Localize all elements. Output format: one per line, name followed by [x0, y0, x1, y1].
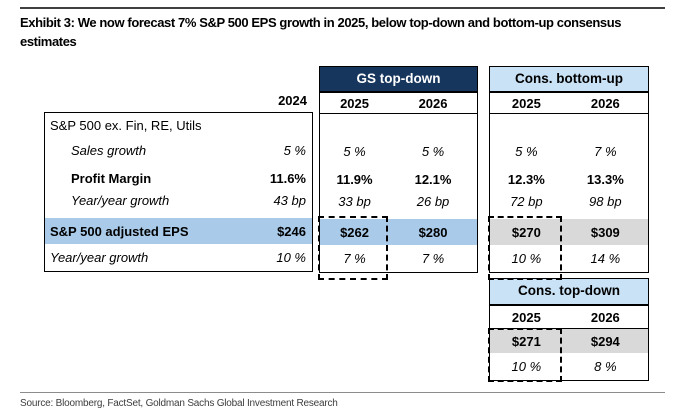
ctd-year-2025: 2025 — [511, 309, 541, 325]
cell-eps-growth-gs-2026: 7 % — [421, 250, 445, 266]
cell-margin-growth-cbu-2025: 72 bp — [510, 193, 543, 209]
cell-growth-ctd-2026: 8 % — [594, 358, 617, 374]
gs-years-row: 2025 2026 — [320, 93, 477, 114]
column-header-2024: 2024 — [278, 93, 307, 108]
cell-profit-margin-gs-2026: 12.1% — [414, 171, 452, 187]
exhibit-title: Exhibit 3: We now forecast 7% S&P 500 EP… — [20, 15, 622, 49]
row-label-eps-growth: Year/year growth — [50, 249, 149, 265]
cell-margin-growth-gs-2026: 26 bp — [416, 193, 450, 209]
cell-adjusted-eps-gs-2025: $262 — [340, 224, 369, 240]
cell-sales-growth-cbu-2025: 5 % — [515, 144, 538, 159]
cell-eps-growth-cbu-2025: 10 % — [511, 250, 542, 266]
gs-row-profit-margin: 11.9% 12.1% — [320, 168, 477, 190]
group-header-gs-top-down: GS top-down — [319, 66, 478, 92]
row-eps-growth: Year/year growth 10 % — [45, 244, 312, 270]
ctd-row-eps: $271 $294 — [490, 329, 648, 353]
row-margin-growth: Year/year growth 43 bp — [45, 189, 312, 211]
source-note: Source: Bloomberg, FactSet, Goldman Sach… — [20, 398, 338, 409]
cell-growth-ctd-2025: 10 % — [511, 358, 542, 374]
cell-adjusted-eps-cbu-2025: $270 — [511, 224, 541, 240]
cell-eps-ctd-2025: $271 — [511, 333, 541, 349]
group-header-cons-bottom-up: Cons. bottom-up — [489, 66, 649, 92]
cell-eps-ctd-2026: $294 — [590, 333, 620, 349]
cbu-row-sales-growth: 5 % 7 % — [490, 139, 648, 164]
bottom-divider-rule — [20, 392, 665, 393]
cbu-row-margin-growth: 72 bp 98 bp — [490, 190, 648, 212]
cbu-row-adjusted-eps: $270 $309 — [490, 219, 648, 245]
cbu-year-2026: 2026 — [590, 95, 620, 111]
cbu-years-row: 2025 2026 — [490, 93, 648, 114]
spacer — [490, 212, 648, 219]
gs-row-margin-growth: 33 bp 26 bp — [320, 190, 477, 212]
cell-profit-margin-cbu-2026: 13.3% — [586, 171, 624, 187]
row-label-profit-margin: Profit Margin — [71, 170, 152, 186]
ctd-year-2026: 2026 — [590, 309, 620, 325]
row-label-margin-growth: Year/year growth — [71, 192, 170, 208]
cell-margin-growth-2024: 43 bp — [273, 192, 306, 208]
row-adjusted-eps: S&P 500 adjusted EPS $246 — [45, 218, 312, 244]
row-profit-margin: Profit Margin 11.6% — [45, 167, 312, 189]
cell-adjusted-eps-gs-2026: $280 — [418, 224, 448, 240]
gs-row-adjusted-eps: $262 $280 — [320, 219, 477, 245]
gs-empty-row — [320, 114, 477, 139]
cell-profit-margin-2024: 11.6% — [269, 170, 306, 186]
cell-sales-growth-2024: 5 % — [283, 143, 306, 158]
gs-top-down-table: 2025 2026 5 % 5 % 11.9% 12.1% 33 bp 26 b… — [319, 92, 478, 273]
cons-bottom-up-table: 2025 2026 5 % 7 % 12.3% 13.3% 72 bp 98 b… — [489, 92, 649, 273]
cbu-empty-row — [490, 114, 648, 139]
row-label-sales-growth: Sales growth — [71, 143, 147, 158]
section-label: S&P 500 ex. Fin, RE, Utils — [50, 118, 202, 133]
cell-adjusted-eps-cbu-2026: $309 — [590, 224, 620, 240]
top-divider-rule — [20, 7, 665, 9]
cell-sales-growth-cbu-2026: 7 % — [594, 144, 617, 159]
cell-sales-growth-gs-2026: 5 % — [421, 144, 445, 159]
row-label-adjusted-eps: S&P 500 adjusted EPS — [50, 223, 189, 239]
cbu-row-profit-margin: 12.3% 13.3% — [490, 168, 648, 190]
cell-profit-margin-gs-2025: 11.9% — [336, 171, 373, 187]
gs-year-2025: 2025 — [340, 95, 369, 111]
spacer — [45, 211, 312, 218]
cell-margin-growth-gs-2025: 33 bp — [338, 193, 371, 209]
cell-eps-growth-2024: 10 % — [276, 249, 306, 265]
row-sales-growth: Sales growth 5 % — [45, 138, 312, 163]
cell-adjusted-eps-2024: $246 — [277, 223, 306, 239]
base-table: S&P 500 ex. Fin, RE, Utils Sales growth … — [44, 112, 313, 272]
ctd-years-row: 2025 2026 — [490, 306, 648, 329]
cell-eps-growth-cbu-2026: 14 % — [590, 250, 621, 266]
cell-sales-growth-gs-2025: 5 % — [343, 144, 366, 159]
ctd-row-growth: 10 % 8 % — [490, 353, 648, 379]
cons-top-down-table: 2025 2026 $271 $294 10 % 8 % — [489, 305, 649, 381]
cbu-year-2025: 2025 — [511, 95, 541, 111]
spacer — [320, 212, 477, 219]
gs-year-2026: 2026 — [418, 95, 448, 111]
cbu-row-eps-growth: 10 % 14 % — [490, 245, 648, 271]
group-header-cons-top-down: Cons. top-down — [489, 278, 649, 305]
gs-row-sales-growth: 5 % 5 % — [320, 139, 477, 164]
cell-eps-growth-gs-2025: 7 % — [343, 250, 366, 266]
gs-row-eps-growth: 7 % 7 % — [320, 245, 477, 271]
section-row: S&P 500 ex. Fin, RE, Utils — [45, 113, 312, 138]
cell-margin-growth-cbu-2026: 98 bp — [589, 193, 622, 209]
cell-profit-margin-cbu-2025: 12.3% — [507, 171, 545, 187]
